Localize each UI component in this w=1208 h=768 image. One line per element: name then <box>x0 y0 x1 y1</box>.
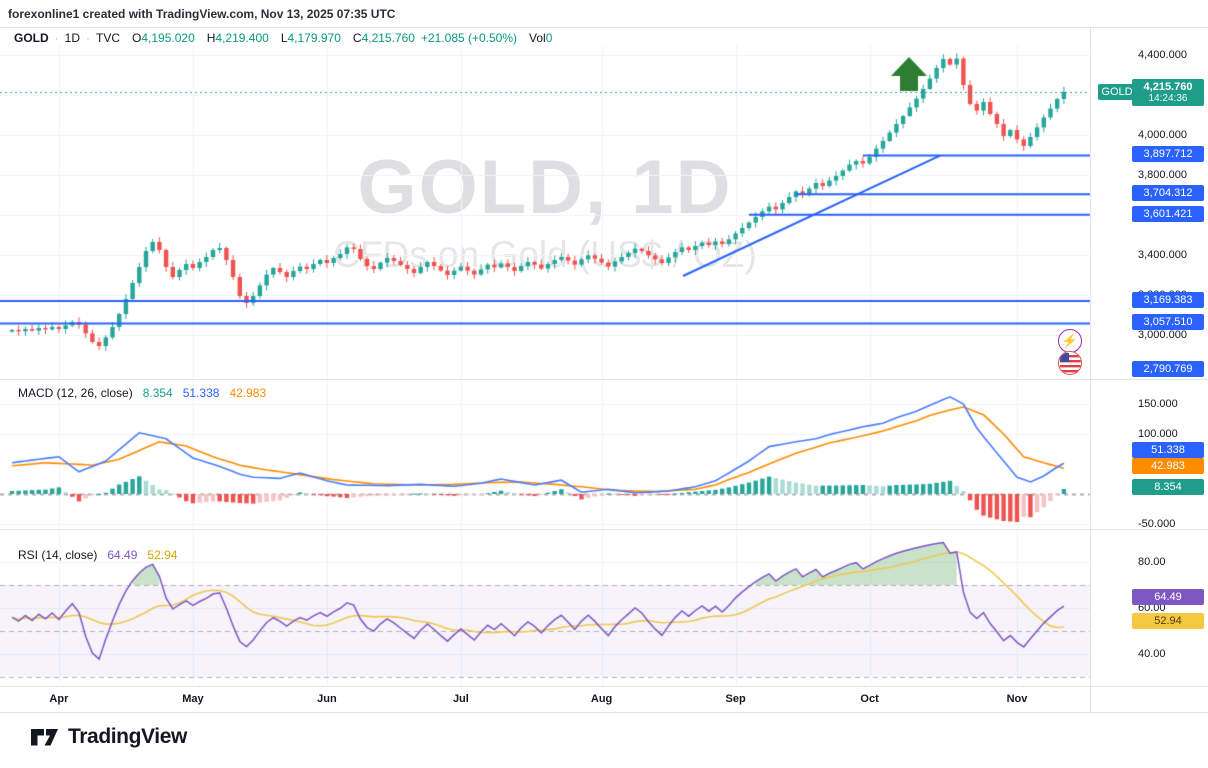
macd-line-readout: 51.338 <box>182 386 220 400</box>
price-level-badge: 8.354 <box>1132 479 1204 495</box>
close-value: 4,215.760 <box>361 31 415 45</box>
us-flag-event-icon[interactable] <box>1058 351 1082 375</box>
timeframe-label[interactable]: 1D <box>64 31 81 45</box>
high-label: H4,219.400 <box>206 31 269 45</box>
rsi-legend[interactable]: RSI (14, close) 64.49 52.94 <box>18 548 177 562</box>
price-level-badge: 2,790.769 <box>1132 361 1204 377</box>
symbol-price-chip: GOLD <box>1098 83 1136 100</box>
panel-separator <box>0 27 1208 28</box>
last-price-value: 4,215.760 <box>1143 80 1193 93</box>
x-axis-month-label: Sep <box>725 693 746 705</box>
legend-separator: · <box>54 31 59 45</box>
axis-tick-label: 4,000.000 <box>1138 129 1187 141</box>
tradingview-brand-text: TradingView <box>68 725 187 748</box>
lightning-event-icon[interactable]: ⚡ <box>1058 329 1082 353</box>
price-level-badge: 3,169.383 <box>1132 292 1204 309</box>
rsi-title: RSI (14, close) <box>18 548 98 562</box>
x-axis-month-label: May <box>182 693 204 705</box>
volume-value: 0 <box>545 31 553 45</box>
axis-tick-label: 150.000 <box>1138 398 1178 410</box>
axis-tick-label: 40.00 <box>1138 648 1166 660</box>
panel-separator <box>0 712 1208 713</box>
us-flag-graphic <box>1059 352 1081 374</box>
price-level-badge: 52.94 <box>1132 613 1204 629</box>
panel-separator <box>0 529 1208 530</box>
countdown-timer: 14:24:36 <box>1148 92 1188 104</box>
tradingview-logo-mark <box>31 728 58 745</box>
open-label: O4,195.020 <box>132 31 195 45</box>
attribution-text: forexonline1 created with TradingView.co… <box>8 7 396 21</box>
axis-tick-label: 60.00 <box>1138 602 1166 614</box>
high-value: 4,219.400 <box>215 31 269 45</box>
price-level-badge: 42.983 <box>1132 458 1204 474</box>
price-level-badge: 3,897.712 <box>1132 146 1204 163</box>
macd-hist-readout: 8.354 <box>142 386 173 400</box>
macd-signal-readout: 42.983 <box>229 386 267 400</box>
legend-separator: · <box>86 31 91 45</box>
volume-label: Vol0 <box>529 31 553 45</box>
macd-legend[interactable]: MACD (12, 26, close) 8.354 51.338 42.983 <box>18 386 266 400</box>
last-price-badge: 4,215.760 14:24:36 <box>1132 78 1204 106</box>
x-axis-month-label: Jul <box>452 693 469 705</box>
axis-separator <box>1090 27 1091 712</box>
axis-tick-label: 3,400.000 <box>1138 249 1187 261</box>
macd-title: MACD (12, 26, close) <box>18 386 133 400</box>
panel-separator <box>0 379 1208 380</box>
x-axis-month-label: Oct <box>860 693 879 705</box>
change-value: +21.085 (+0.50%) <box>420 31 518 45</box>
axis-tick-label: 3,800.000 <box>1138 169 1187 181</box>
price-level-badge: 3,704.312 <box>1132 185 1204 202</box>
x-axis-month-label: Jun <box>317 693 337 705</box>
tradingview-logo[interactable]: TradingView <box>30 725 187 749</box>
price-level-badge: 51.338 <box>1132 442 1204 458</box>
symbol-name[interactable]: GOLD <box>14 31 49 45</box>
axis-tick-label: 100.000 <box>1138 428 1178 440</box>
x-axis-month-label: Apr <box>49 693 69 705</box>
low-label: L4,179.970 <box>280 31 341 45</box>
exchange-label[interactable]: TVC <box>96 31 121 45</box>
axis-tick-label: -50.000 <box>1138 518 1176 530</box>
open-value: 4,195.020 <box>141 31 195 45</box>
x-axis-month-label: Aug <box>590 693 613 705</box>
price-level-badge: 3,601.421 <box>1132 205 1204 222</box>
price-level-badge: 64.49 <box>1132 589 1204 605</box>
x-axis-month-label: Nov <box>1006 693 1028 705</box>
panel-separator <box>0 686 1208 687</box>
symbol-legend[interactable]: GOLD · 1D · TVC O4,195.020 H4,219.400 L4… <box>14 31 552 45</box>
rsi-ma-readout: 52.94 <box>147 548 178 562</box>
axis-tick-label: 4,400.000 <box>1138 49 1187 61</box>
low-value: 4,179.970 <box>287 31 341 45</box>
close-label: C4,215.760 <box>352 31 415 45</box>
price-level-badge: 3,057.510 <box>1132 314 1204 331</box>
axis-tick-label: 80.00 <box>1138 556 1166 568</box>
rsi-line-readout: 64.49 <box>107 548 138 562</box>
axis-tick-label: 3,000.000 <box>1138 329 1187 341</box>
